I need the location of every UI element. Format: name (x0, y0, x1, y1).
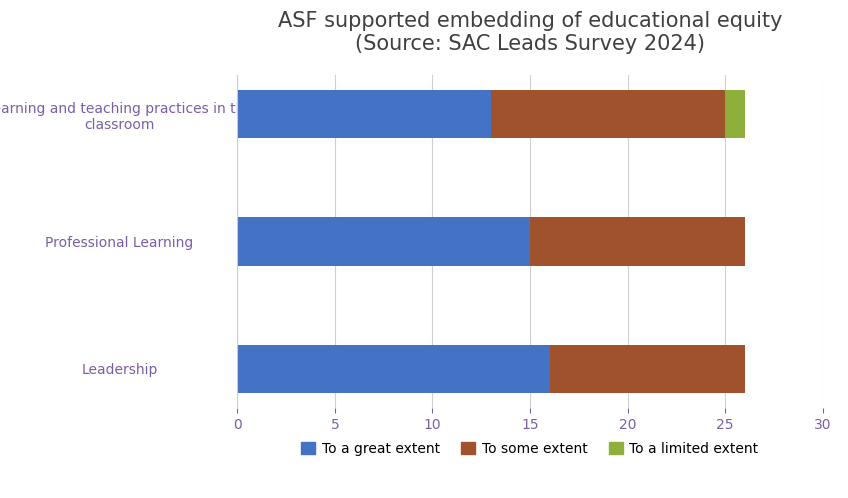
Bar (550, 345, 745, 393)
Bar (237, 90, 491, 138)
Bar (491, 90, 725, 138)
Bar (530, 217, 745, 266)
Bar (725, 90, 745, 138)
Legend: To a great extent, To some extent, To a limited extent: To a great extent, To some extent, To a … (296, 436, 764, 462)
Title: ASF supported embedding of educational equity
(Source: SAC Leads Survey 2024): ASF supported embedding of educational e… (278, 10, 782, 54)
Bar (237, 345, 550, 393)
Bar (237, 217, 530, 266)
